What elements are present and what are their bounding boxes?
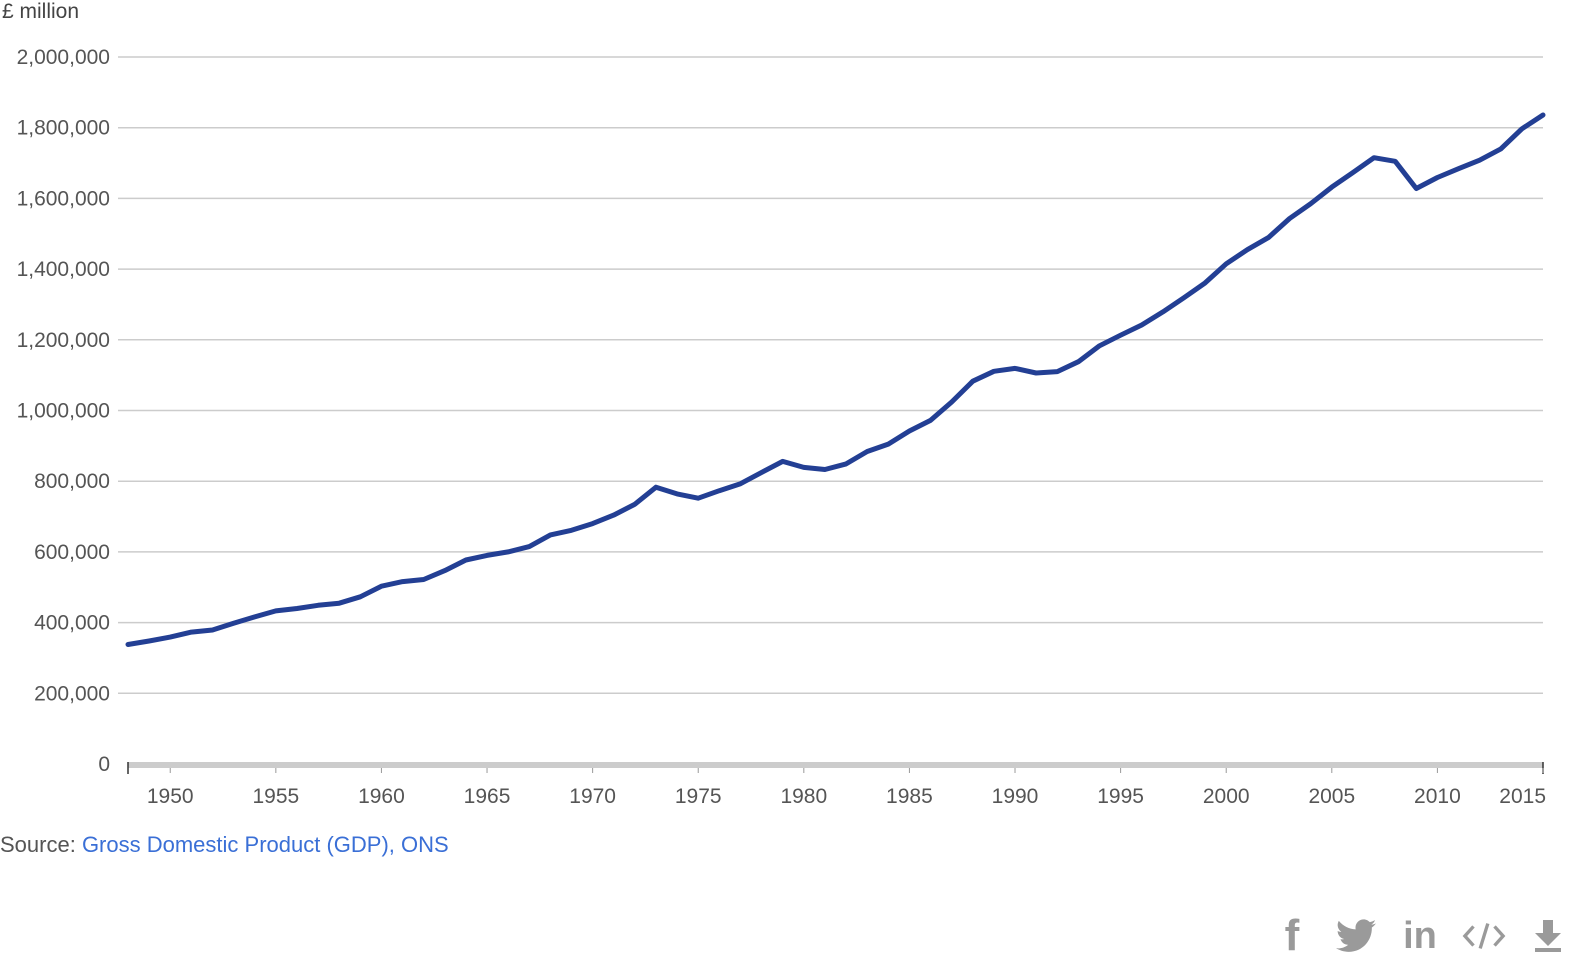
source-prefix: Source: xyxy=(0,832,82,857)
x-tick-label: 1955 xyxy=(252,785,299,808)
x-tick-label: 1980 xyxy=(780,785,827,808)
x-tick-label: 1990 xyxy=(992,785,1039,808)
x-tick-label: 2015 xyxy=(1499,785,1546,808)
y-tick-label: 600,000 xyxy=(34,541,110,564)
twitter-icon[interactable] xyxy=(1334,914,1378,958)
y-axis-unit-label: £ million xyxy=(2,0,79,23)
x-tick-label: 1950 xyxy=(147,785,194,808)
y-tick-label: 400,000 xyxy=(34,612,110,635)
x-axis-line xyxy=(128,762,1543,768)
download-icon[interactable] xyxy=(1526,914,1570,958)
x-tick-label: 2005 xyxy=(1308,785,1355,808)
embed-code-icon[interactable] xyxy=(1462,914,1506,958)
linkedin-icon[interactable]: in xyxy=(1398,914,1442,958)
gridlines xyxy=(118,56,1543,695)
series-line xyxy=(125,112,1546,647)
embed-code-glyph xyxy=(1462,923,1506,949)
y-tick-label: 1,000,000 xyxy=(17,400,110,423)
x-tick-label: 1975 xyxy=(675,785,722,808)
x-tick-label: 2000 xyxy=(1203,785,1250,808)
y-tick-label: 1,800,000 xyxy=(17,117,110,140)
twitter-bird-glyph xyxy=(1336,919,1376,952)
x-axis xyxy=(127,762,1544,774)
gdp-line-chart: 0 200,000 400,000 600,000 800,000 1,000,000 1,… xyxy=(2,0,1546,808)
y-tick-label: 1,400,000 xyxy=(17,258,110,281)
x-axis-tick-labels: 1950 1955 1960 1965 1970 1975 1980 1985 1990 1995… xyxy=(147,785,1546,808)
series-layer xyxy=(125,112,1546,647)
y-axis-tick-labels: 0 200,000 400,000 600,000 800,000 1,000,000 1,… xyxy=(17,46,110,776)
y-tick-label: 800,000 xyxy=(34,470,110,493)
y-tick-label: 0 xyxy=(98,753,110,776)
y-tick-label: 1,600,000 xyxy=(17,187,110,210)
source-note: Source: Gross Domestic Product (GDP), ON… xyxy=(0,832,449,858)
y-tick-label: 200,000 xyxy=(34,682,110,705)
x-tick-label: 1985 xyxy=(886,785,933,808)
x-tick-label: 2010 xyxy=(1414,785,1461,808)
download-arrow-glyph xyxy=(1535,920,1561,952)
x-tick-label: 1960 xyxy=(358,785,405,808)
x-tick-label: 1965 xyxy=(464,785,511,808)
x-tick-label: 1995 xyxy=(1097,785,1144,808)
share-toolbar: f in xyxy=(1250,912,1570,960)
facebook-glyph: f xyxy=(1284,911,1300,960)
facebook-icon[interactable]: f xyxy=(1270,914,1314,958)
x-tick-label: 1970 xyxy=(569,785,616,808)
y-tick-label: 1,200,000 xyxy=(17,329,110,352)
y-tick-label: 2,000,000 xyxy=(17,46,110,69)
linkedin-glyph: in xyxy=(1403,915,1437,957)
source-link[interactable]: Gross Domestic Product (GDP), ONS xyxy=(81,832,449,857)
